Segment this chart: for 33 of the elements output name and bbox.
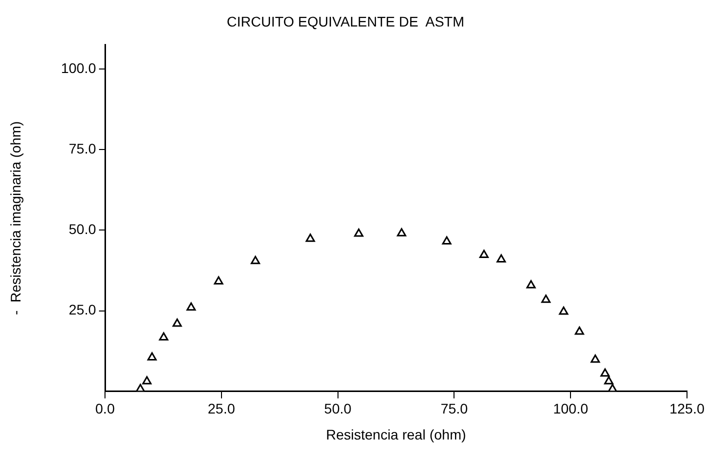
point	[600, 368, 610, 377]
x-tick-label: 100.0	[553, 400, 588, 417]
y-tick-label: 25.0	[68, 302, 96, 318]
point	[159, 332, 168, 341]
point	[396, 228, 406, 236]
y-tick-label: 75.0	[68, 140, 96, 156]
point	[142, 376, 152, 384]
x-tick-label: 25.0	[208, 400, 236, 417]
x-tick-label: 0.0	[95, 400, 115, 417]
point	[354, 228, 364, 237]
point	[574, 326, 584, 335]
y-tick-label: 50.0	[68, 221, 96, 238]
point	[214, 276, 224, 284]
point	[590, 354, 600, 363]
point	[442, 236, 452, 244]
point	[558, 306, 568, 315]
point	[306, 234, 315, 242]
y-tick-label: 100.0	[60, 60, 96, 76]
point	[604, 376, 614, 384]
point	[250, 256, 260, 264]
point	[526, 280, 536, 288]
x-tick-label: 125.0	[669, 400, 705, 417]
point	[479, 250, 489, 258]
y-axis-title: - Resistencia imaginaria (ohm)	[7, 121, 24, 315]
chart-title: CIRCUITO EQUIVALENTE DE ASTM	[226, 13, 464, 30]
point	[496, 254, 506, 263]
x-tick-label: 50.0	[324, 400, 352, 417]
point	[172, 318, 182, 327]
x-axis-title: Resistencia real (ohm)	[326, 426, 466, 442]
point	[147, 352, 157, 361]
x-tick-label: 75.0	[440, 400, 468, 417]
point	[186, 302, 196, 311]
point	[541, 294, 551, 303]
